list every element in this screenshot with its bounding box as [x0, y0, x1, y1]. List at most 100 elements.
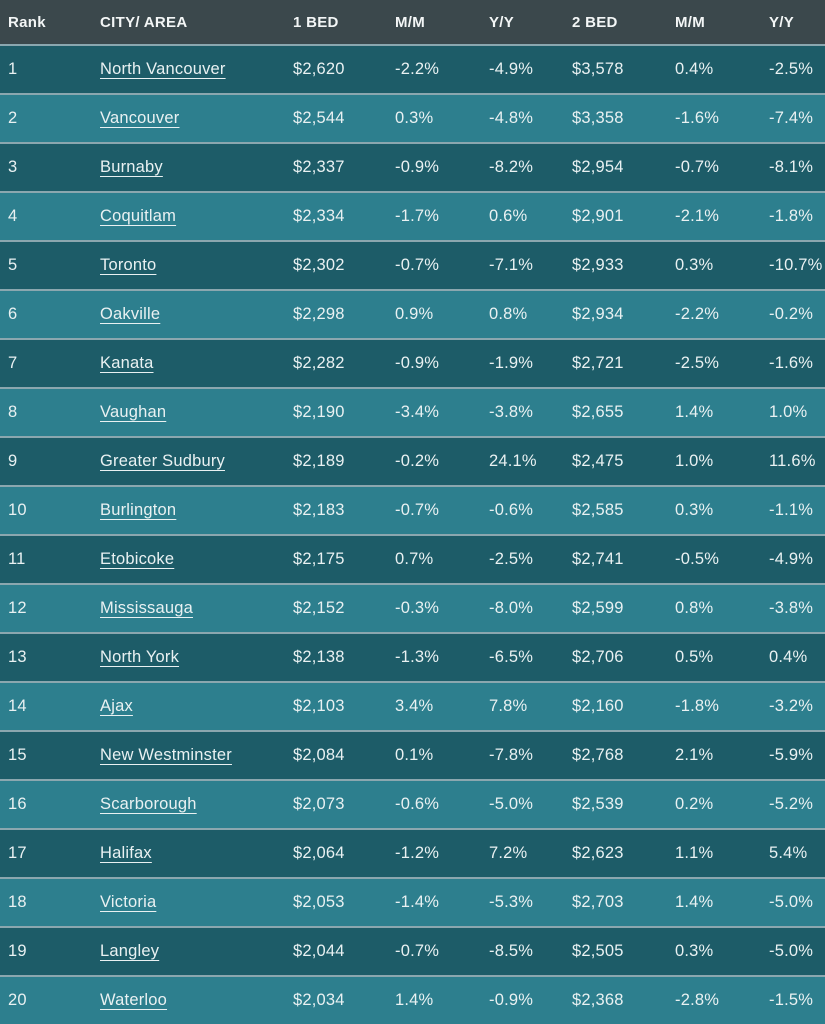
table-row: 13 North York $2,138 -1.3% -6.5% $2,706 … — [0, 632, 825, 681]
table-row: 15 New Westminster $2,084 0.1% -7.8% $2,… — [0, 730, 825, 779]
one-bed-price-cell: $2,138 — [293, 648, 345, 666]
one-bed-price-cell: $2,282 — [293, 354, 345, 372]
city-link[interactable]: Greater Sudbury — [100, 452, 225, 470]
two-bed-mm-cell: 2.1% — [675, 746, 714, 764]
one-bed-mm-cell: -0.7% — [395, 501, 440, 519]
two-bed-price-cell: $2,933 — [572, 256, 624, 274]
column-header-1bed-yy: Y/Y — [489, 13, 515, 31]
city-cell: Burlington — [100, 501, 293, 520]
city-link[interactable]: Langley — [100, 942, 160, 960]
city-link[interactable]: Coquitlam — [100, 207, 177, 225]
city-link[interactable]: New Westminster — [100, 746, 232, 764]
two-bed-yy-cell: -1.8% — [769, 207, 814, 225]
two-bed-price-cell: $2,703 — [572, 893, 624, 911]
city-link[interactable]: Oakville — [100, 305, 161, 323]
city-cell: Mississauga — [100, 599, 293, 618]
city-link[interactable]: Halifax — [100, 844, 152, 862]
city-link[interactable]: Scarborough — [100, 795, 197, 813]
rank-cell: 18 — [8, 893, 27, 911]
two-bed-yy-cell: -5.0% — [769, 942, 814, 960]
one-bed-mm-cell: -0.2% — [395, 452, 440, 470]
two-bed-price-cell: $2,539 — [572, 795, 624, 813]
one-bed-price-cell: $2,175 — [293, 550, 345, 568]
column-header-1-bed: 1 BED — [293, 13, 339, 31]
table-row: 16 Scarborough $2,073 -0.6% -5.0% $2,539… — [0, 779, 825, 828]
one-bed-yy-cell: -0.9% — [489, 991, 534, 1009]
two-bed-mm-cell: 0.5% — [675, 648, 714, 666]
city-cell: Scarborough — [100, 795, 293, 814]
city-cell: Waterloo — [100, 991, 293, 1010]
two-bed-yy-cell: -3.8% — [769, 599, 814, 617]
one-bed-mm-cell: -0.7% — [395, 942, 440, 960]
one-bed-price-cell: $2,337 — [293, 158, 345, 176]
two-bed-yy-cell: -1.6% — [769, 354, 814, 372]
city-cell: Victoria — [100, 893, 293, 912]
one-bed-price-cell: $2,152 — [293, 599, 345, 617]
rank-cell: 8 — [8, 403, 18, 421]
table-row: 9 Greater Sudbury $2,189 -0.2% 24.1% $2,… — [0, 436, 825, 485]
table-row: 19 Langley $2,044 -0.7% -8.5% $2,505 0.3… — [0, 926, 825, 975]
table-row: 10 Burlington $2,183 -0.7% -0.6% $2,585 … — [0, 485, 825, 534]
two-bed-price-cell: $2,954 — [572, 158, 624, 176]
one-bed-yy-cell: -2.5% — [489, 550, 534, 568]
two-bed-yy-cell: 1.0% — [769, 403, 808, 421]
rank-cell: 2 — [8, 109, 18, 127]
two-bed-price-cell: $2,475 — [572, 452, 624, 470]
table-row: 8 Vaughan $2,190 -3.4% -3.8% $2,655 1.4%… — [0, 387, 825, 436]
two-bed-yy-cell: -0.2% — [769, 305, 814, 323]
city-link[interactable]: Toronto — [100, 256, 157, 274]
one-bed-mm-cell: -1.4% — [395, 893, 440, 911]
one-bed-mm-cell: 0.9% — [395, 305, 434, 323]
one-bed-price-cell: $2,190 — [293, 403, 345, 421]
city-link[interactable]: North Vancouver — [100, 60, 226, 78]
table-row: 11 Etobicoke $2,175 0.7% -2.5% $2,741 -0… — [0, 534, 825, 583]
table-row: 20 Waterloo $2,034 1.4% -0.9% $2,368 -2.… — [0, 975, 825, 1024]
one-bed-mm-cell: -1.3% — [395, 648, 440, 666]
city-link[interactable]: Waterloo — [100, 991, 168, 1009]
one-bed-price-cell: $2,064 — [293, 844, 345, 862]
two-bed-price-cell: $2,741 — [572, 550, 624, 568]
two-bed-yy-cell: -1.1% — [769, 501, 814, 519]
one-bed-mm-cell: -0.9% — [395, 158, 440, 176]
city-link[interactable]: North York — [100, 648, 180, 666]
one-bed-mm-cell: -0.7% — [395, 256, 440, 274]
one-bed-mm-cell: 3.4% — [395, 697, 434, 715]
two-bed-mm-cell: 0.4% — [675, 60, 714, 78]
two-bed-yy-cell: -5.9% — [769, 746, 814, 764]
column-header-2bed-mm: M/M — [675, 13, 706, 31]
rank-cell: 17 — [8, 844, 27, 862]
city-link[interactable]: Victoria — [100, 893, 157, 911]
city-link[interactable]: Etobicoke — [100, 550, 175, 568]
one-bed-price-cell: $2,044 — [293, 942, 345, 960]
one-bed-yy-cell: -4.9% — [489, 60, 534, 78]
two-bed-price-cell: $2,599 — [572, 599, 624, 617]
two-bed-mm-cell: 0.3% — [675, 942, 714, 960]
city-cell: Halifax — [100, 844, 293, 863]
city-link[interactable]: Burnaby — [100, 158, 163, 176]
city-link[interactable]: Mississauga — [100, 599, 193, 617]
two-bed-mm-cell: 0.8% — [675, 599, 714, 617]
city-link[interactable]: Ajax — [100, 697, 133, 715]
two-bed-yy-cell: -5.0% — [769, 893, 814, 911]
city-link[interactable]: Burlington — [100, 501, 177, 519]
one-bed-yy-cell: -8.5% — [489, 942, 534, 960]
one-bed-mm-cell: -3.4% — [395, 403, 440, 421]
two-bed-mm-cell: 1.1% — [675, 844, 714, 862]
table-row: 4 Coquitlam $2,334 -1.7% 0.6% $2,901 -2.… — [0, 191, 825, 240]
table-row: 14 Ajax $2,103 3.4% 7.8% $2,160 -1.8% -3… — [0, 681, 825, 730]
two-bed-mm-cell: 1.0% — [675, 452, 714, 470]
city-link[interactable]: Kanata — [100, 354, 154, 372]
one-bed-price-cell: $2,034 — [293, 991, 345, 1009]
two-bed-price-cell: $2,623 — [572, 844, 624, 862]
city-link[interactable]: Vancouver — [100, 109, 180, 127]
two-bed-yy-cell: -7.4% — [769, 109, 814, 127]
city-cell: Vancouver — [100, 109, 293, 128]
one-bed-mm-cell: 1.4% — [395, 991, 434, 1009]
two-bed-mm-cell: -2.1% — [675, 207, 720, 225]
rank-cell: 9 — [8, 452, 18, 470]
city-cell: Burnaby — [100, 158, 293, 177]
rank-cell: 16 — [8, 795, 27, 813]
two-bed-mm-cell: -2.5% — [675, 354, 720, 372]
one-bed-price-cell: $2,084 — [293, 746, 345, 764]
city-link[interactable]: Vaughan — [100, 403, 167, 421]
